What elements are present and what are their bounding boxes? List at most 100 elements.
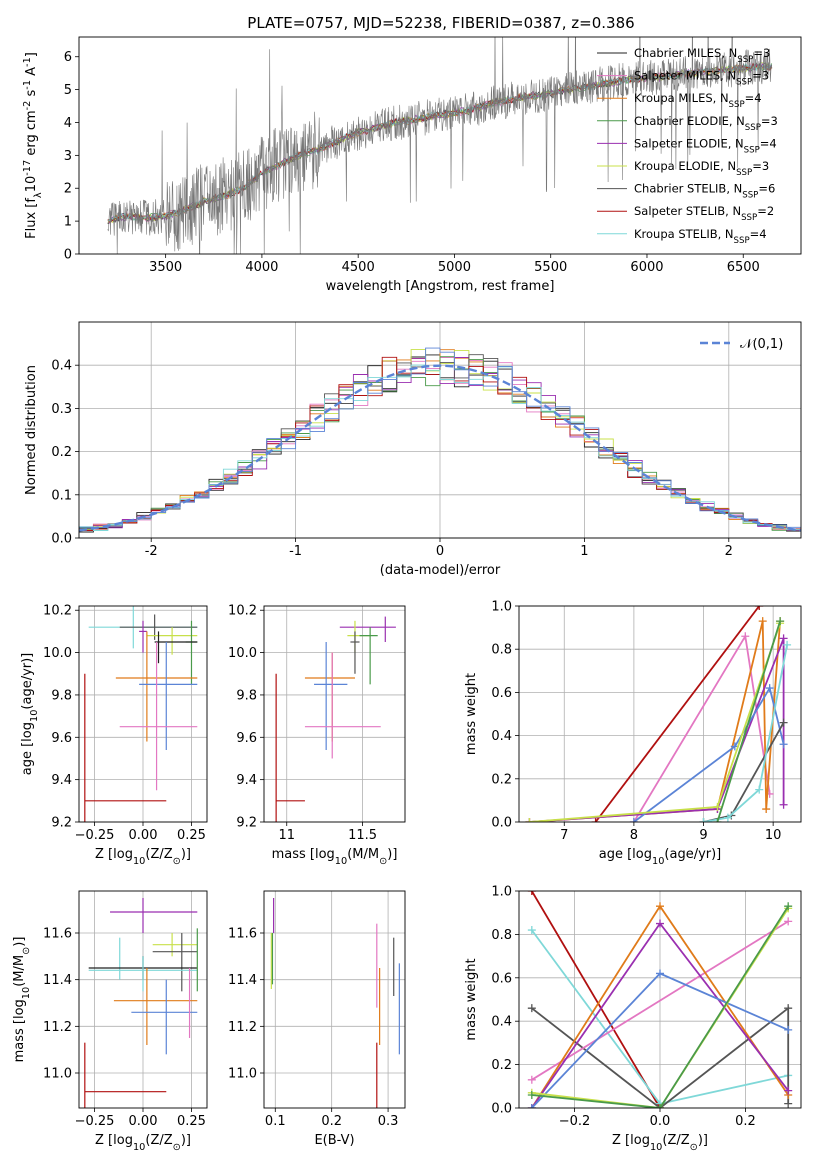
- x-tick-label: 0.00: [129, 828, 158, 843]
- x-tick-label: −0.2: [559, 1114, 591, 1129]
- y-tick-label: 10.2: [228, 604, 257, 619]
- series-marker: [527, 1004, 536, 1013]
- y-tick-label: 10.0: [43, 646, 72, 661]
- residuals-panel: -2 -1 0 1 2 0.0 0.1 0.2 0.3 0.4 (data-model)/error…: [24, 321, 802, 578]
- y-tick-label: 2: [64, 182, 72, 197]
- legend-label: 𝒩(0,1): [740, 337, 783, 352]
- x-tick-label: -2: [145, 544, 158, 559]
- y-tick-label: 1.0: [491, 600, 512, 615]
- legend-label: Salpeter STELIB, NSSP=2: [634, 204, 774, 223]
- x-tick-label: 6000: [630, 260, 663, 275]
- series-marker: [783, 640, 792, 649]
- legend-label: Salpeter ELODIE, NSSP=4: [634, 136, 777, 155]
- series-line: [529, 623, 781, 822]
- y-tick-label: 10.0: [228, 646, 257, 661]
- y-axis-label: Normed distribution: [24, 365, 39, 495]
- legend-label: Kroupa MILES, NSSP=4: [634, 91, 762, 110]
- x-tick-label: 3500: [149, 260, 182, 275]
- x-axis-label: Z [log10(Z/Z⊙)]: [612, 1133, 708, 1153]
- y-tick-label: 9.6: [51, 731, 72, 746]
- x-axis-label: Z [log10(Z/Z⊙)]: [95, 1133, 191, 1153]
- y-tick-label: 11.2: [43, 1020, 72, 1035]
- series-line: [529, 620, 781, 822]
- series-marker: [656, 969, 664, 978]
- y-tick-label: 9.8: [236, 688, 257, 703]
- plot-area: [79, 347, 801, 533]
- y-tick-label: 4: [64, 116, 72, 131]
- x-tick-label: 11.5: [348, 828, 377, 843]
- series-marker: [758, 617, 767, 626]
- x-tick-label: 0.25: [177, 828, 206, 843]
- series-marker: [723, 813, 732, 822]
- x-tick-label: 9: [699, 828, 707, 843]
- x-tick-label: 2: [725, 544, 733, 559]
- y-tick-label: 0.2: [491, 1058, 512, 1073]
- y-tick-label: 0.4: [491, 1015, 512, 1030]
- y-tick-label: 11.4: [228, 973, 257, 988]
- legend-label: Chabrier MILES, NSSP=3: [634, 46, 770, 65]
- y-tick-label: 9.2: [51, 816, 72, 831]
- x-tick-label: 4500: [342, 260, 375, 275]
- y-tick-label: 9.4: [51, 773, 72, 788]
- y-tick-label: 0.3: [51, 402, 72, 417]
- legend-label: Chabrier ELODIE, NSSP=3: [634, 114, 778, 133]
- series-marker: [527, 1090, 536, 1099]
- series-marker: [779, 634, 788, 643]
- series-line: [633, 685, 785, 822]
- series-marker: [713, 818, 722, 822]
- x-axis-label: wavelength [Angstrom, rest frame]: [326, 279, 555, 294]
- series-marker: [784, 1025, 793, 1034]
- series-marker: [713, 802, 722, 811]
- y-tick-label: 0.2: [51, 445, 72, 460]
- y-axis-label: mass weight: [464, 673, 479, 755]
- legend: 𝒩(0,1): [700, 337, 783, 352]
- plot-area: [84, 898, 198, 1108]
- x-tick-label: 10: [765, 828, 782, 843]
- series-marker: [784, 1099, 793, 1108]
- y-tick-label: 6: [64, 50, 72, 65]
- plot-area: [525, 606, 792, 822]
- plot-area: [275, 616, 396, 822]
- series-marker: [527, 1075, 536, 1084]
- x-tick-label: 0.2: [735, 1114, 756, 1129]
- series-marker: [656, 919, 664, 928]
- x-axis-label: E(B-V): [314, 1133, 354, 1148]
- legend-label: Salpeter MILES, NSSP=3: [634, 69, 769, 88]
- plot-area: [84, 606, 198, 822]
- axes-frame: [78, 605, 208, 823]
- y-tick-label: 11.0: [43, 1067, 72, 1082]
- y-axis-label: Flux [fλ10-17 erg cm-2 s-1 A-1]: [22, 52, 44, 239]
- y-tick-label: 1: [64, 215, 72, 230]
- legend-label: Kroupa STELIB, NSSP=4: [634, 227, 767, 246]
- series-marker: [784, 1086, 793, 1095]
- legend-label: Chabrier STELIB, NSSP=6: [634, 182, 775, 201]
- x-tick-label: −0.25: [75, 1114, 115, 1129]
- series-marker: [527, 1104, 536, 1108]
- x-tick-label: 5500: [534, 260, 567, 275]
- axes-frame: [78, 36, 802, 255]
- y-tick-label: 0.0: [51, 532, 72, 547]
- series-marker: [755, 606, 764, 610]
- y-tick-label: 9.6: [236, 731, 257, 746]
- x-tick-label: 0.00: [129, 1114, 158, 1129]
- series-marker: [755, 785, 764, 794]
- series-line: [531, 891, 661, 1108]
- series-marker: [629, 818, 638, 822]
- x-tick-label: 1: [580, 544, 588, 559]
- age-vs-metallicity-panel: −0.25 0.00 0.25 9.2 9.4 9.6 9.8 10.0 10.2 Z [log1…: [20, 604, 208, 867]
- series-marker: [776, 617, 785, 626]
- plot-area: [527, 891, 793, 1108]
- axes-frame: [78, 321, 802, 539]
- x-tick-label: -1: [289, 544, 302, 559]
- age-vs-mass-panel: 11 11.5 9.2 9.4 9.6 9.8 10.0 10.2 mass [log10(M/…: [228, 604, 406, 867]
- axes-frame: [263, 605, 406, 823]
- series-marker: [591, 818, 600, 822]
- y-tick-label: 0.1: [51, 488, 72, 503]
- axes-frame: [518, 605, 802, 823]
- x-axis-label: (data-model)/error: [380, 563, 501, 578]
- y-tick-label: 0: [64, 248, 72, 263]
- y-axis-label: mass weight: [464, 958, 479, 1040]
- y-tick-label: 11.6: [228, 927, 257, 942]
- x-tick-label: 0.0: [650, 1114, 671, 1129]
- axes-frame: [78, 890, 208, 1109]
